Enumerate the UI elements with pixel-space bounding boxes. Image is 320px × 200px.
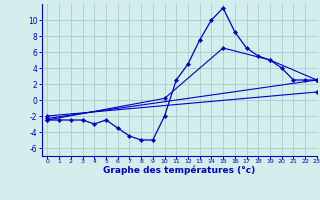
X-axis label: Graphe des températures (°c): Graphe des températures (°c) xyxy=(103,166,255,175)
